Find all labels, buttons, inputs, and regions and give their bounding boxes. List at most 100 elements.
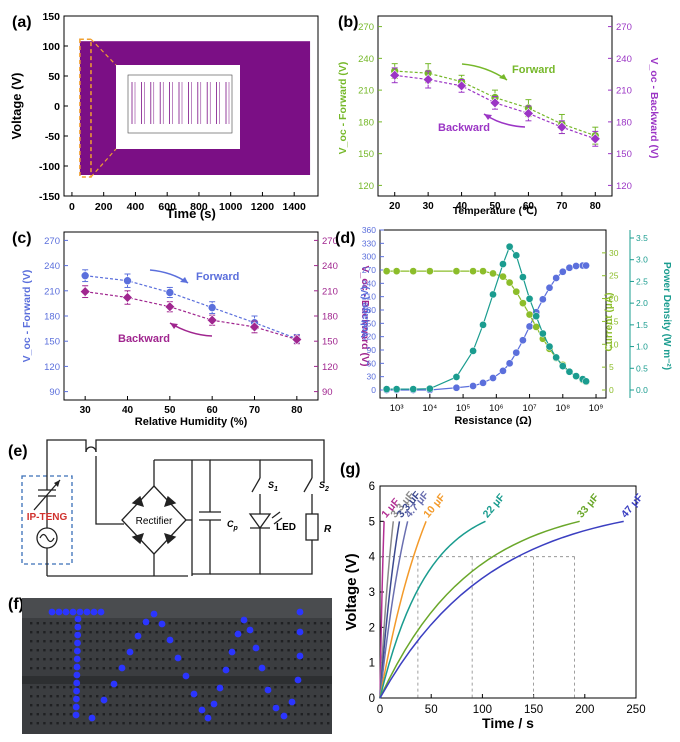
breadboard-hole: [142, 713, 145, 716]
y-tick-label-a: 50: [48, 71, 60, 83]
breadboard-hole: [56, 631, 59, 634]
y-axis-label-b-right: V_oc - Backward (V): [648, 58, 660, 159]
breadboard-hole: [168, 667, 171, 670]
breadboard-hole: [155, 649, 158, 652]
data-point-backward: [164, 301, 176, 313]
data-point-voltage: [565, 263, 574, 272]
led-dot: [258, 664, 266, 672]
led-dot: [296, 608, 304, 616]
led-dot: [294, 676, 302, 684]
breadboard-hole: [327, 686, 330, 689]
breadboard-hole: [155, 640, 158, 643]
data-point-current: [382, 267, 391, 275]
breadboard-hole: [313, 686, 317, 689]
x-tick-label-g: 100: [473, 704, 492, 716]
breadboard-hole: [287, 704, 290, 707]
wire-res-bottom: [260, 540, 313, 575]
breadboard-hole: [247, 713, 251, 716]
breadboard-hole: [280, 686, 284, 689]
breadboard-hole: [162, 649, 165, 652]
breadboard-hole: [69, 695, 72, 698]
breadboard-hole: [49, 695, 53, 698]
breadboard-hole: [241, 649, 244, 652]
switch-s2[interactable]: [303, 477, 313, 493]
data-point-power-density: [469, 347, 477, 355]
breadboard-hole: [175, 695, 178, 698]
switch-s1[interactable]: [251, 477, 261, 493]
data-point-backward: [589, 133, 601, 145]
x-tick-label-a: 600: [158, 201, 176, 213]
breadboard-hole: [36, 631, 39, 634]
y-tick-label-voltage: 0: [371, 385, 376, 395]
led-dot: [73, 695, 80, 703]
breadboard-hole: [241, 695, 244, 698]
breadboard-hole: [280, 631, 284, 634]
breadboard-hole: [327, 631, 330, 634]
y-axis-label-a: Voltage (V): [9, 73, 24, 140]
breadboard-hole: [307, 667, 310, 670]
breadboard-hole: [221, 649, 224, 652]
breadboard-hole: [287, 640, 290, 643]
y-tick-label-left: 120: [44, 362, 60, 373]
breadboard-hole: [155, 704, 158, 707]
breadboard-hole: [195, 722, 198, 725]
breadboard-hole: [208, 631, 211, 634]
data-point-voltage: [558, 267, 567, 276]
breadboard-hole: [201, 667, 204, 670]
data-point-backward: [523, 107, 534, 119]
breadboard-hole: [201, 631, 204, 634]
breadboard-hole: [234, 722, 237, 725]
y-tick-label-g: 0: [369, 693, 375, 705]
backward-arrowhead-b: [484, 114, 492, 120]
breadboard-hole: [49, 686, 53, 689]
breadboard-hole: [142, 667, 145, 670]
breadboard-hole: [135, 631, 138, 634]
breadboard-hole: [241, 667, 244, 670]
y-tick-label-current: 0: [609, 385, 614, 395]
led-pattern: [48, 608, 304, 722]
breadboard-hole: [122, 722, 125, 725]
breadboard-hole: [201, 658, 204, 661]
led-dot: [74, 615, 82, 623]
breadboard-hole: [49, 631, 53, 634]
led-label: LED: [276, 522, 296, 533]
breadboard-hole: [63, 640, 66, 643]
data-point-backward: [291, 334, 303, 345]
breadboard-hole: [267, 695, 270, 698]
breadboard-hole: [30, 713, 33, 716]
led-dot: [174, 654, 182, 662]
breadboard-hole: [102, 722, 105, 725]
breadboard-hole: [43, 686, 46, 689]
breadboard-hole: [307, 695, 310, 698]
forward-arrowhead-c: [180, 277, 188, 283]
breadboard-hole: [313, 667, 317, 670]
breadboard-hole: [221, 658, 224, 661]
breadboard-hole: [195, 649, 198, 652]
data-point-power-density: [539, 329, 547, 338]
breadboard-hole: [294, 658, 297, 661]
breadboard-hole: [234, 713, 237, 716]
y-tick-label-left: 180: [44, 312, 60, 323]
breadboard-hole: [254, 622, 257, 625]
breadboard-hole: [280, 667, 284, 670]
breadboard-hole: [30, 658, 33, 661]
breadboard-hole: [96, 704, 99, 707]
breadboard-hole: [63, 631, 66, 634]
charge-curve: [379, 521, 401, 699]
breadboard-hole: [287, 686, 290, 689]
breadboard-hole: [142, 704, 145, 707]
data-point-backward: [389, 69, 401, 81]
y-tick-label-left: 240: [44, 261, 60, 272]
led-dot: [182, 672, 190, 680]
led-dot: [158, 620, 166, 628]
ac-wave-icon: [39, 533, 55, 543]
breadboard-hole: [274, 686, 277, 689]
breadboard-hole: [155, 631, 158, 634]
breadboard-hole: [294, 667, 297, 670]
y-tick-label-right: 120: [616, 181, 632, 192]
breadboard-hole: [63, 622, 66, 625]
backward-arrowhead-c: [170, 323, 178, 329]
breadboard-hole: [175, 622, 178, 625]
x-tick-label-d: 10³: [390, 403, 404, 414]
